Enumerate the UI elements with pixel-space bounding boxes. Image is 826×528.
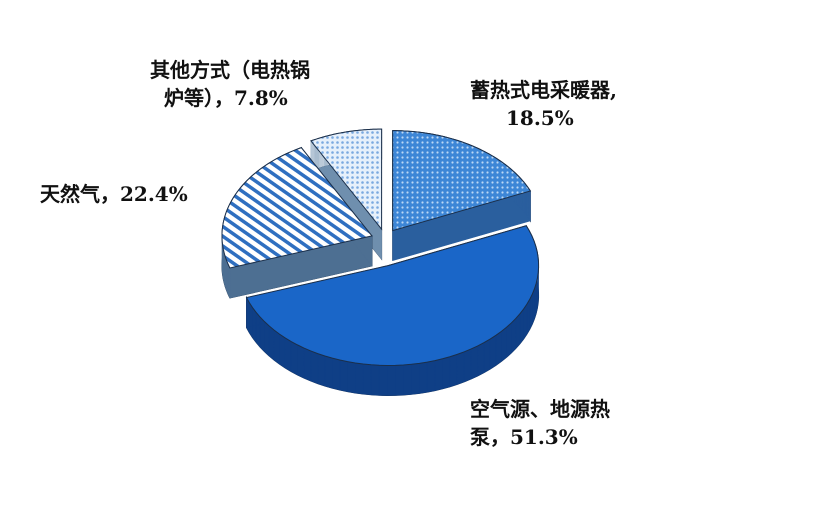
label-other: 其他方式（电热锅 炉等），7.8% xyxy=(150,56,310,112)
label-other-line2: 炉等），7.8% xyxy=(164,86,288,110)
label-heat-pump-line2: 泵，51.3% xyxy=(470,425,578,449)
slice-top-1 xyxy=(245,225,540,366)
slice-top-2 xyxy=(221,147,373,269)
label-storage-heater-line1: 蓄热式电采暖器, xyxy=(470,78,617,102)
label-natural-gas: 天然气，22.4% xyxy=(40,180,188,208)
label-heat-pump-line1: 空气源、地源热 xyxy=(470,397,610,421)
label-storage-heater-line2: 18.5% xyxy=(506,106,574,130)
slice-1 xyxy=(245,224,540,396)
slice-0 xyxy=(392,130,532,262)
label-other-line1: 其他方式（电热锅 xyxy=(150,58,310,82)
slice-top-0 xyxy=(392,130,532,232)
slice-2 xyxy=(221,146,373,299)
label-natural-gas-line1: 天然气，22.4% xyxy=(40,182,188,206)
label-heat-pump: 空气源、地源热 泵，51.3% xyxy=(470,395,610,451)
slice-top-3 xyxy=(310,128,383,231)
label-storage-heater: 蓄热式电采暖器, 18.5% xyxy=(470,76,617,132)
